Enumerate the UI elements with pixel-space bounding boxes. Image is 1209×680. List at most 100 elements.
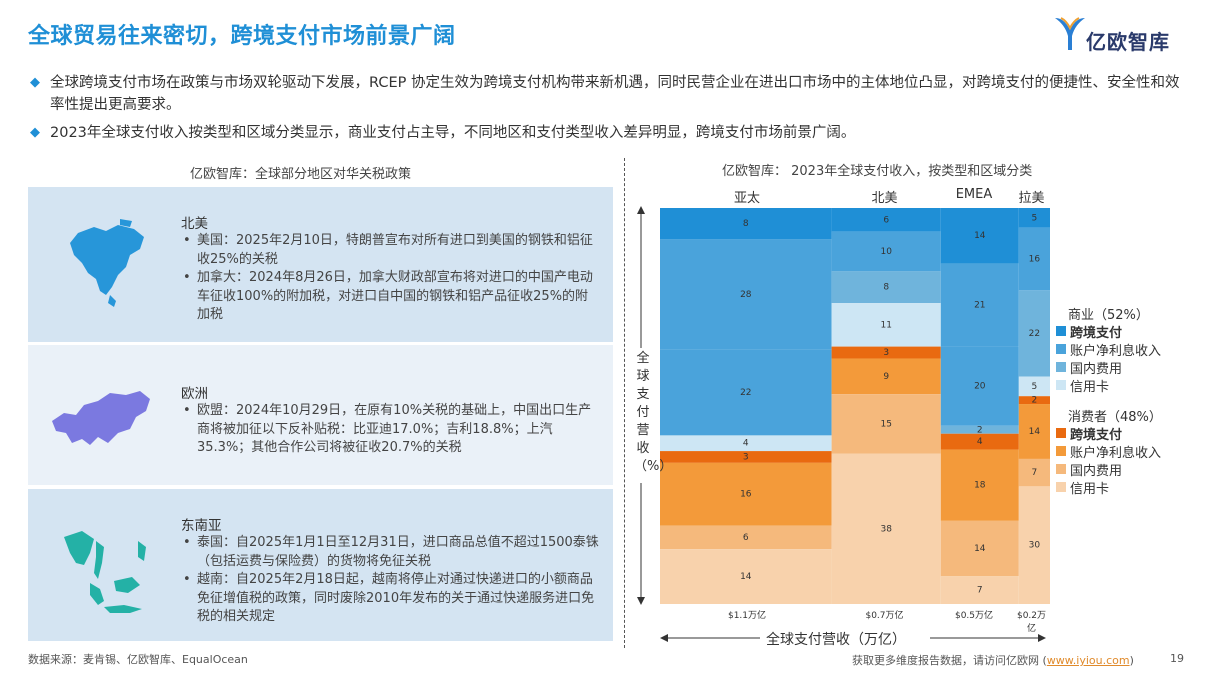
segment-value-label: 4	[743, 439, 749, 449]
europe-map-icon	[52, 391, 150, 445]
segment-value-label: 8	[743, 219, 749, 229]
total-label: $0.2万亿	[1016, 611, 1047, 634]
logo-icon	[1055, 17, 1085, 50]
segment-value-label: 10	[880, 247, 892, 257]
policy-item: • 美国：2025年2月10日，特朗普宣布对所有进口到美国的钢铁和铝征收25%的关…	[183, 233, 593, 267]
chart-segment	[1018, 290, 1050, 377]
column-label: 北美	[871, 191, 898, 206]
chart-segment	[660, 349, 832, 436]
policy-list: • 欧盟：2024年10月29日，在原有10%关税的基础上，中国出口生产商将被加征…	[181, 402, 601, 458]
legend-swatch	[1056, 482, 1066, 492]
segment-value-label: 7	[1032, 468, 1038, 478]
footer-link[interactable]: www.iyiou.com	[1046, 654, 1130, 667]
segment-value-label: 14	[974, 544, 986, 554]
legend-item: 跨境支付	[1056, 322, 1206, 341]
chart-segment	[831, 303, 941, 347]
totals-row: $1.1万亿 $0.7万亿 $0.5万亿 $0.2万亿	[660, 608, 1050, 634]
column-label: 亚太	[733, 191, 760, 206]
legend-item: 账户净利息收入	[1056, 340, 1206, 359]
region-name: 东南亚	[181, 518, 222, 534]
bullet-2: ◆ 2023年全球支付收入按类型和区域分类显示，商业支付占主导，不同地区和支付类…	[30, 122, 1190, 144]
segment-value-label: 7	[977, 586, 983, 596]
legend: 商业（52%） 跨境支付 账户净利息收入 国内费用 信用卡 消费者（48%） 跨…	[1056, 304, 1206, 497]
y-axis-label: 全球支付营收（%）	[634, 351, 673, 474]
total-label: $1.1万亿	[727, 611, 767, 621]
chart-segment	[831, 394, 941, 454]
legend-swatch	[1056, 428, 1066, 438]
chart-segment	[660, 525, 832, 550]
data-source: 数据来源：麦肯锡、亿欧智库、EqualOcean	[28, 653, 248, 666]
segment-value-label: 22	[740, 388, 751, 398]
segment-value-label: 22	[1029, 329, 1040, 339]
policy-item: • 泰国：自2025年1月1日至12月31日，进口商品总值不超过1500泰铢（包括…	[183, 535, 599, 569]
bullet-text: 2023年全球支付收入按类型和区域分类显示，商业支付占主导，不同地区和支付类型收…	[50, 125, 856, 141]
segment-value-label: 5	[1032, 213, 1038, 223]
diamond-icon: ◆	[30, 125, 40, 140]
chart-segment	[1018, 396, 1050, 405]
chart-segment	[940, 449, 1019, 521]
legend-swatch	[1056, 446, 1066, 456]
chart-segment	[940, 263, 1019, 347]
chart-segment	[1018, 458, 1050, 487]
segment-value-label: 3	[883, 348, 889, 358]
chart-segment	[831, 231, 941, 272]
southeast-asia-map-icon	[64, 531, 146, 613]
total-label: $0.5万亿	[954, 611, 994, 621]
legend-swatch	[1056, 344, 1066, 354]
segment-value-label: 15	[880, 419, 891, 429]
segment-value-label: 28	[740, 290, 752, 300]
x-axis-label: 全球支付营收（万亿）	[760, 629, 912, 649]
chart-segment	[940, 520, 1019, 577]
column-label: 拉美	[1018, 191, 1045, 206]
logo-text: 亿欧智库	[1086, 30, 1170, 54]
legend-item: 信用卡	[1056, 478, 1206, 497]
panel-divider	[624, 158, 625, 648]
segment-value-label: 38	[880, 524, 892, 534]
chart-segment	[660, 435, 832, 452]
segment-value-label: 3	[743, 452, 749, 462]
x-axis-arrow-right	[1038, 634, 1046, 642]
policy-item: • 欧盟：2024年10月29日，在原有10%关税的基础上，中国出口生产商将被加征…	[183, 403, 592, 455]
chart-segment	[831, 358, 941, 395]
chart-segment	[1018, 376, 1050, 397]
chart-title: 亿欧智库： 2023年全球支付收入，按类型和区域分类	[722, 164, 1033, 179]
region-name: 北美	[181, 216, 208, 232]
chart-segment	[940, 425, 1019, 434]
segment-value-label: 18	[974, 481, 986, 491]
segment-value-label: 14	[974, 231, 986, 241]
segment-value-label: 5	[1032, 382, 1038, 392]
bullet-1: ◆ 全球跨境支付市场在政策与市场双轮驱动下发展，RCEP 协定生效为跨境支付机构…	[30, 72, 1190, 116]
legend-item: 跨境支付	[1056, 424, 1206, 443]
page-title: 全球贸易往来密切，跨境支付市场前景广阔	[28, 24, 456, 49]
chart-segment	[660, 239, 832, 350]
segment-value-label: 11	[880, 320, 891, 330]
logo	[1053, 14, 1193, 54]
segment-value-label: 14	[740, 572, 752, 582]
chart-segment	[1018, 404, 1050, 459]
column-label: EMEA	[955, 187, 993, 202]
bullet-text: 全球跨境支付市场在政策与市场双轮驱动下发展，RCEP 协定生效为跨境支付机构带来…	[50, 75, 1180, 113]
region-north-america: 北美 • 美国：2025年2月10日，特朗普宣布对所有进口到美国的钢铁和铝征收25…	[28, 187, 613, 342]
segment-value-label: 4	[977, 437, 983, 447]
chart-segment	[940, 346, 1019, 426]
policy-list: • 泰国：自2025年1月1日至12月31日，进口商品总值不超过1500泰铢（包括…	[181, 534, 601, 627]
legend-swatch	[1056, 326, 1066, 336]
chart-segment	[831, 346, 941, 359]
total-label: $0.7万亿	[865, 611, 904, 621]
chart-segment	[660, 208, 832, 240]
segment-value-label: 14	[1029, 427, 1041, 437]
segment-value-label: 21	[974, 301, 985, 311]
chart-segment	[940, 208, 1019, 264]
legend-group-title: 消费者（48%）	[1068, 409, 1162, 425]
chart-segment	[1018, 208, 1050, 228]
segment-value-label: 20	[974, 382, 986, 392]
chart-segment	[660, 549, 832, 604]
segment-value-label: 6	[743, 533, 749, 543]
chart-segment	[831, 208, 941, 232]
policy-list: • 美国：2025年2月10日，特朗普宣布对所有进口到美国的钢铁和铝征收25%的关…	[181, 232, 601, 325]
y-axis-arrow-up	[637, 206, 645, 214]
chart-segment	[940, 433, 1019, 450]
legend-item: 信用卡	[1056, 376, 1206, 395]
segment-value-label: 2	[977, 425, 983, 435]
